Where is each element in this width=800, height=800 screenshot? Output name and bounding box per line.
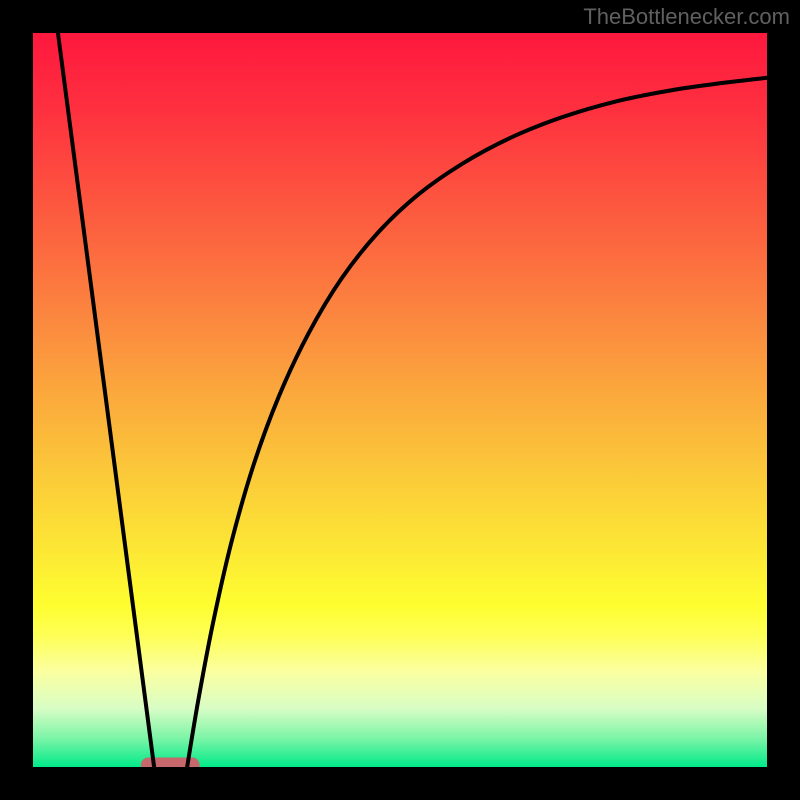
right-asymptotic-curve [187,78,767,767]
plot-area [33,33,767,767]
curves-layer [33,33,767,767]
chart-container: TheBottlenecker.com [0,0,800,800]
watermark-text: TheBottlenecker.com [583,4,790,30]
left-line-curve [58,33,154,767]
bottleneck-marker [141,757,200,767]
